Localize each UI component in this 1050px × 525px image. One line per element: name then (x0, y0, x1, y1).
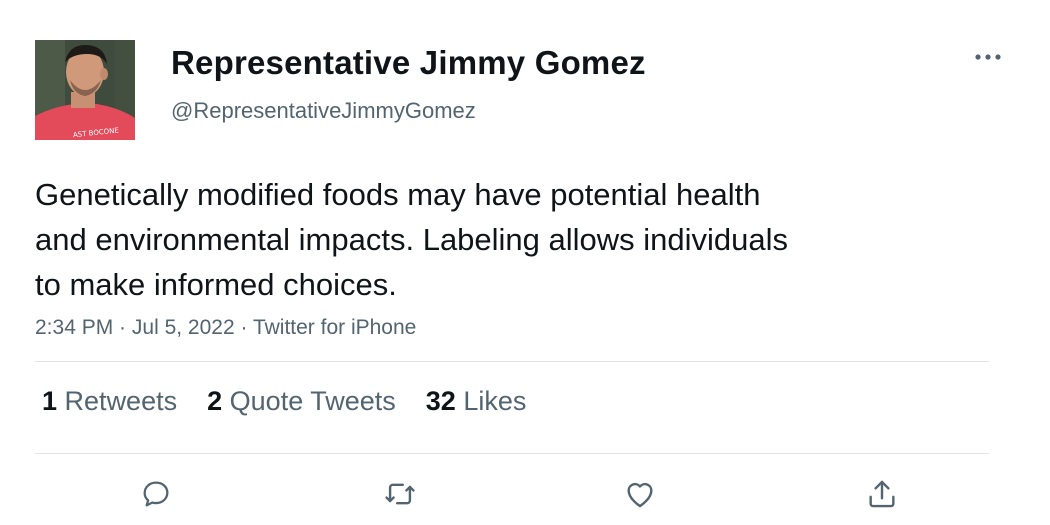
retweet-button[interactable] (380, 474, 420, 514)
meta-separator: · (113, 316, 132, 339)
heart-icon (627, 482, 653, 508)
handle[interactable]: @RepresentativeJimmyGomez (171, 98, 476, 123)
tweet-meta: 2:34 PM · Jul 5, 2022 · Twitter for iPho… (35, 316, 416, 340)
share-button[interactable] (862, 474, 902, 514)
retweet-icon (385, 483, 415, 505)
divider-bottom (35, 453, 989, 454)
likes-count: 32 (425, 386, 456, 416)
retweets-count: 1 (42, 386, 58, 416)
tweet-time[interactable]: 2:34 PM (35, 316, 114, 339)
tweet-text: Genetically modified foods may have pote… (35, 177, 789, 302)
avatar[interactable]: AST BOCONE (35, 40, 135, 140)
more-options-button[interactable] (968, 44, 1008, 70)
display-name[interactable]: Representative Jimmy Gomez (171, 44, 646, 81)
reply-button[interactable] (136, 474, 176, 514)
retweets-label: Retweets (64, 386, 178, 416)
retweets-stat[interactable]: 1 Retweets (42, 386, 177, 417)
avatar-image: AST BOCONE (35, 40, 135, 140)
tweet-date[interactable]: Jul 5, 2022 (131, 316, 235, 339)
divider-top (35, 361, 989, 362)
like-button[interactable] (620, 474, 660, 514)
quote-tweets-count: 2 (207, 386, 223, 416)
quote-tweets-stat[interactable]: 2 Quote Tweets (207, 386, 396, 417)
tweet-source[interactable]: Twitter for iPhone (252, 316, 417, 339)
quote-tweets-label: Quote Tweets (229, 386, 396, 416)
meta-separator: · (234, 316, 253, 339)
more-dots-icon (975, 54, 1001, 60)
share-icon (869, 480, 895, 508)
tweet-stats: 1 Retweets 2 Quote Tweets 32 Likes (42, 386, 556, 417)
likes-label: Likes (463, 386, 527, 416)
likes-stat[interactable]: 32 Likes (426, 386, 527, 417)
reply-icon (143, 481, 169, 507)
